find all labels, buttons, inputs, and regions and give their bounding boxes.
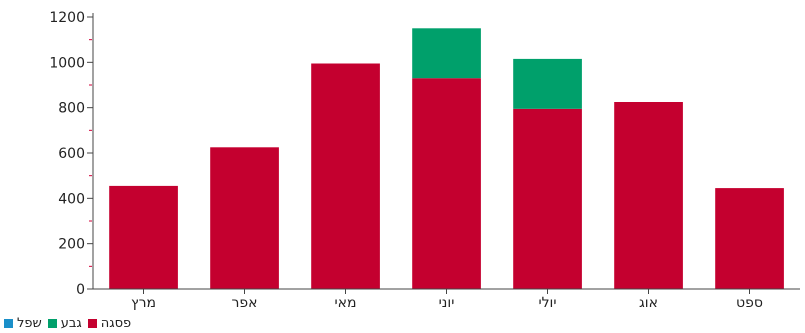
legend: שפל גבע פסגה xyxy=(4,314,137,332)
bar-1-4 xyxy=(513,58,582,109)
legend-item-pisga[interactable]: פסגה xyxy=(87,315,132,331)
bar-1-3 xyxy=(412,28,481,79)
axes-layer: 0 200 400 600 800 1000 1200 מרץ אפר מאי יוני יולי או… xyxy=(49,10,800,311)
y-tick-label-6: 1200 xyxy=(49,10,85,26)
x-tick-label-0: מרץ xyxy=(131,295,156,311)
legend-label-shefel: שפל xyxy=(17,315,42,331)
x-tick-label-3: יוני xyxy=(439,295,455,311)
y-tick-label-2: 400 xyxy=(58,191,85,207)
x-tick-label-6: ספט xyxy=(736,295,763,311)
y-tick-label-3: 600 xyxy=(58,146,85,162)
legend-swatch-shefel xyxy=(4,318,13,328)
bar-0-4 xyxy=(513,108,582,289)
x-tick-label-2: מאי xyxy=(335,295,357,311)
x-tick-label-4: יולי xyxy=(538,295,556,311)
bar-0-1 xyxy=(210,147,279,289)
bar-0-6 xyxy=(715,188,784,289)
legend-item-shefel[interactable]: שפל xyxy=(4,316,42,331)
y-tick-label-4: 800 xyxy=(58,101,85,117)
bar-0-0 xyxy=(109,185,178,289)
bar-0-2 xyxy=(311,63,380,289)
legend-swatch-geva xyxy=(47,318,57,328)
bar-0-5 xyxy=(614,102,683,289)
x-tick-label-5: אוג xyxy=(639,295,658,311)
legend-label-geva: גבע xyxy=(60,315,82,331)
legend-item-geva[interactable]: גבע xyxy=(47,315,82,331)
legend-label-pisga: פסגה xyxy=(100,315,132,331)
y-tick-label-5: 1000 xyxy=(49,55,85,71)
bars-layer xyxy=(109,28,784,289)
y-tick-label-0: 0 xyxy=(76,282,85,298)
x-tick-label-1: אפר xyxy=(231,295,257,311)
bar-0-3 xyxy=(412,78,481,289)
legend-swatch-pisga xyxy=(87,318,97,328)
y-tick-label-1: 200 xyxy=(58,237,85,253)
